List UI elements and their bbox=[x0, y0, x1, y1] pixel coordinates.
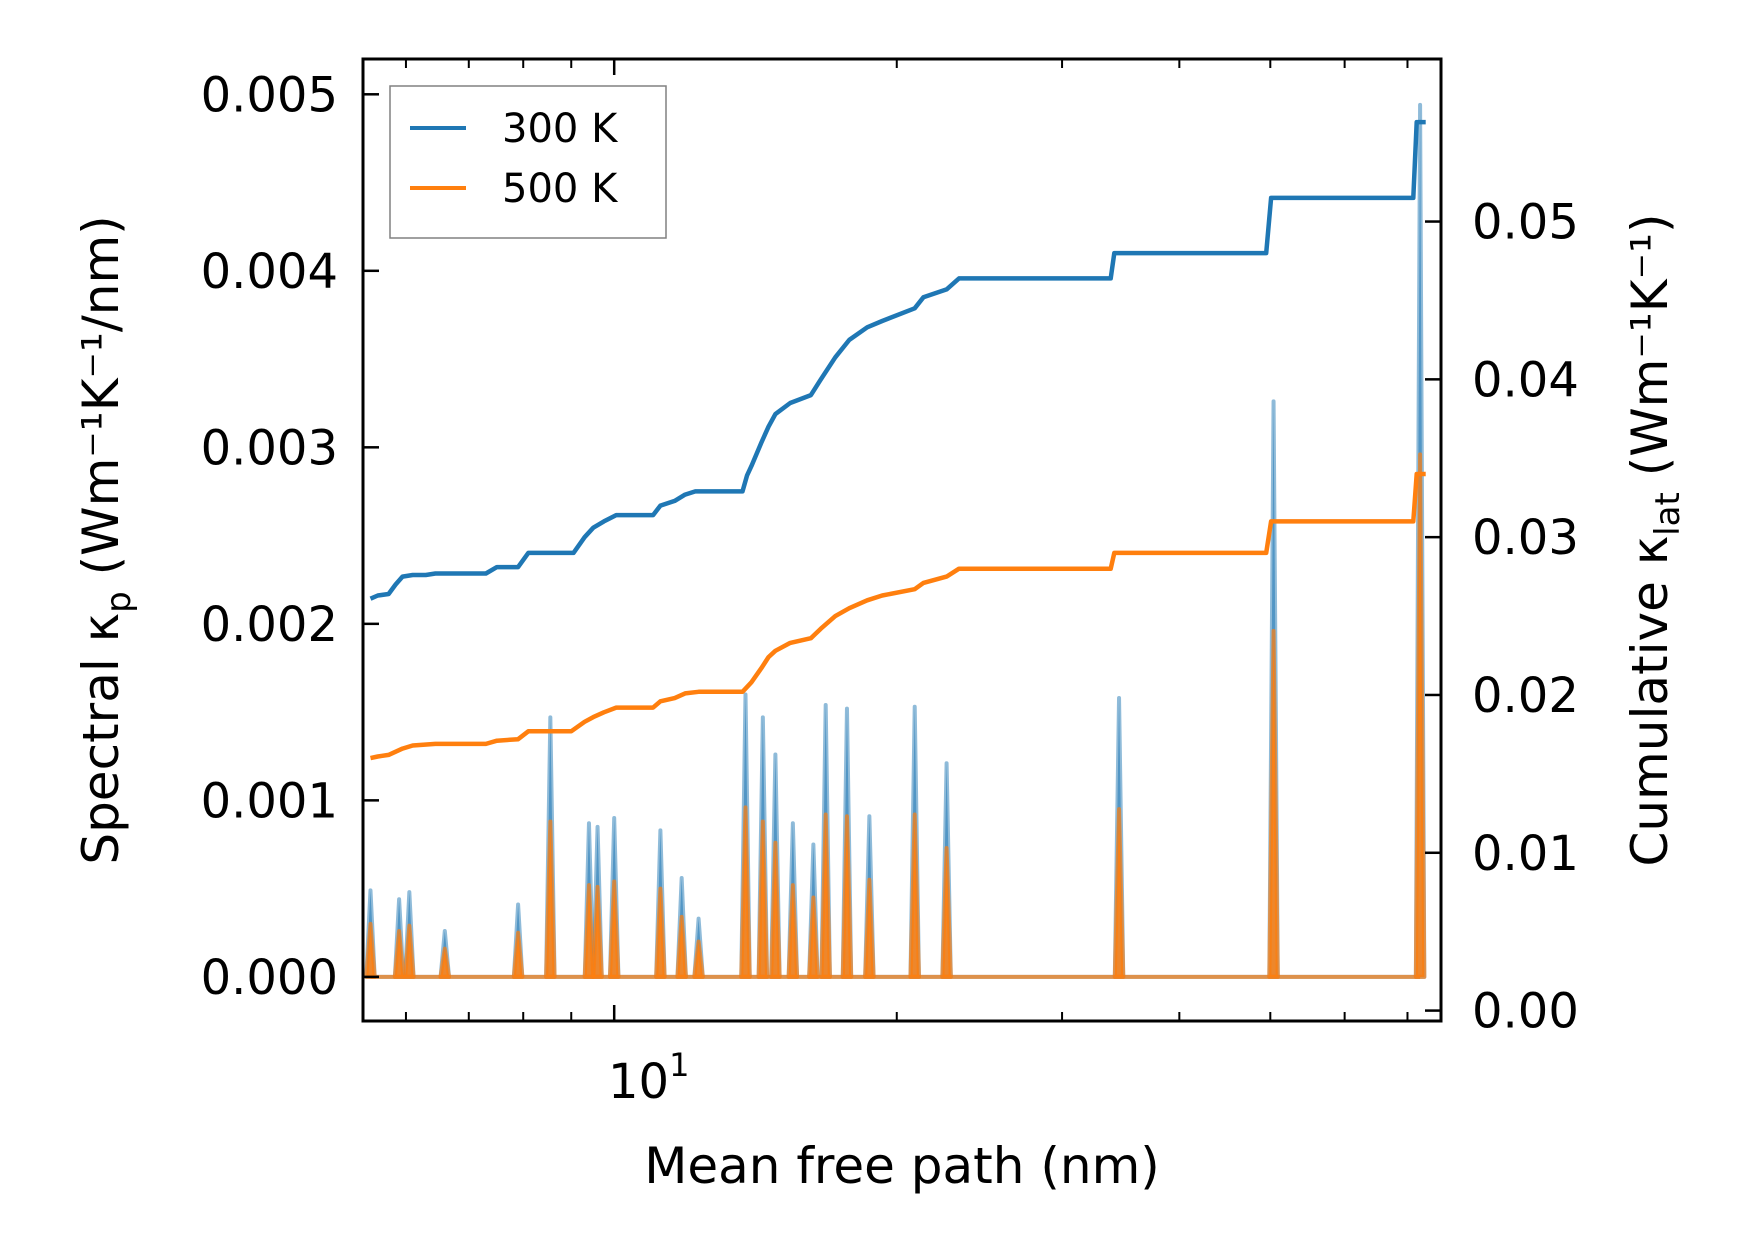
y-right-tick-label: 0.00 bbox=[1472, 984, 1579, 1040]
y-left-tick-label: 0.000 bbox=[201, 950, 338, 1006]
y-left-tick-label: 0.005 bbox=[201, 67, 338, 123]
spectral-500k-peak bbox=[392, 928, 406, 979]
spectral-500k-peak bbox=[403, 923, 416, 979]
legend: 300 K 500 K bbox=[389, 85, 667, 239]
y-right-tick-label: 0.05 bbox=[1472, 195, 1579, 251]
cumulative-500k-line bbox=[370, 471, 1426, 761]
legend-label-500k: 500 K bbox=[502, 166, 619, 212]
cumulative-series bbox=[369, 119, 1426, 761]
spectral-500k-peak bbox=[438, 946, 452, 979]
axis-ticks: 0.000 0.001 0.002 0.003 0.004 0.005 0.00 0.01 0.… bbox=[201, 59, 1579, 1040]
y-right-tick-label: 0.02 bbox=[1472, 668, 1579, 724]
spectral-500k-peak bbox=[511, 930, 525, 979]
spectral-500k-peak bbox=[940, 846, 953, 979]
spectral-500k-peak bbox=[692, 939, 705, 979]
y-left-tick-label: 0.004 bbox=[201, 244, 338, 300]
y-right-tick-label: 0.03 bbox=[1472, 510, 1579, 566]
spectral-500k-peak bbox=[1267, 628, 1280, 979]
spectral-500k-peak bbox=[840, 814, 854, 979]
spectral-500k-peak bbox=[607, 879, 621, 979]
spectral-500k-peak bbox=[908, 812, 921, 979]
axes-frame bbox=[361, 57, 1443, 1023]
legend-box bbox=[389, 85, 667, 239]
spectral-500k-peak bbox=[756, 819, 770, 979]
spectral-500k-peak bbox=[582, 883, 596, 979]
spectral-500k-peak bbox=[769, 840, 782, 979]
y-axis-label-right: Cumulative κlat (Wm⁻¹K⁻¹) bbox=[1621, 213, 1688, 866]
series-500k-spectral bbox=[364, 452, 1427, 979]
y-left-tick-label: 0.001 bbox=[201, 773, 338, 829]
cumulative-300k-line bbox=[369, 119, 1426, 601]
spectral-500k-peak bbox=[863, 877, 876, 979]
y-left-tick-label: 0.002 bbox=[201, 597, 338, 653]
y-right-tick-label: 0.04 bbox=[1472, 352, 1579, 408]
spectral-500k-peak bbox=[786, 883, 800, 979]
y-axis-label-left: Spectral κp (Wm⁻¹K⁻¹/nm) bbox=[72, 215, 139, 864]
plot-area bbox=[364, 102, 1427, 979]
spectral-500k-peak bbox=[675, 914, 688, 979]
spectral-500k-peak bbox=[1413, 452, 1427, 979]
legend-label-300k: 300 K bbox=[502, 106, 619, 152]
x-axis-label: Mean free path (nm) bbox=[644, 1137, 1160, 1195]
spectral-500k-peak bbox=[739, 805, 752, 979]
spectral-500k-peak bbox=[819, 812, 832, 979]
spectral-500k-peak bbox=[654, 886, 667, 979]
spectral-500k-peak bbox=[807, 895, 820, 979]
x-tick-label-10: 101 bbox=[608, 1046, 689, 1110]
y-left-tick-label: 0.003 bbox=[201, 420, 338, 476]
spectral-500k-peak bbox=[544, 819, 557, 979]
y-right-tick-label: 0.01 bbox=[1472, 826, 1579, 882]
spectral-500k-peak bbox=[1112, 807, 1126, 979]
spectral-500k-peak bbox=[591, 884, 604, 979]
